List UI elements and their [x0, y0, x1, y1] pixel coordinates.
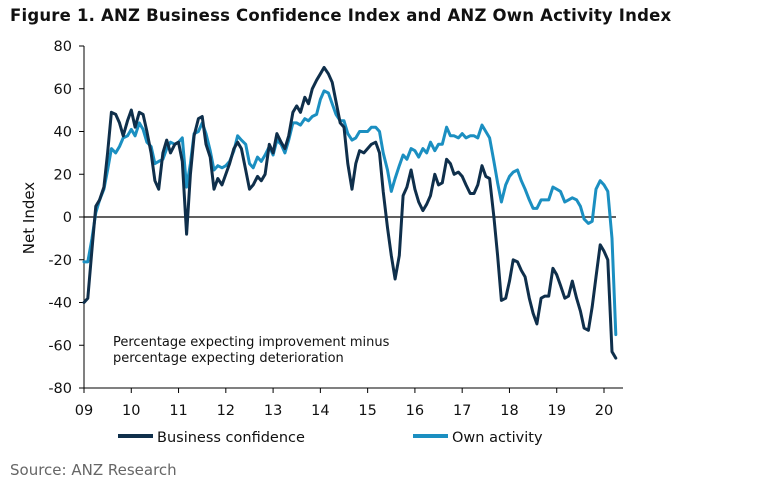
y-ticks: 80 60 40 20 0 -20 -40 -60 -80: [48, 39, 84, 397]
annotation-line-1: Percentage expecting improvement minus: [113, 335, 390, 350]
series-line-business-confidence: [82, 65, 618, 360]
x-tick-label: 20: [595, 403, 613, 419]
x-tick-label: 17: [453, 403, 471, 419]
y-tick-label: -20: [48, 253, 72, 269]
y-tick-label: -40: [48, 296, 72, 312]
plot-area: 80 60 40 20 0 -20 -40 -60 -80 09 10 11 12 13 14 15 16 17…: [48, 39, 623, 419]
x-tick-label: 15: [358, 403, 376, 419]
y-tick-label: 40: [54, 125, 72, 141]
source-note: Source: ANZ Research: [10, 461, 177, 479]
y-axis-title: Net Index: [20, 182, 38, 255]
y-tick-label: 20: [54, 167, 72, 183]
legend-label-own-activity: Own activity: [452, 430, 543, 446]
y-tick-label: 80: [54, 39, 72, 55]
y-tick-label: -80: [48, 381, 72, 397]
legend: Business confidence Own activity: [118, 430, 543, 446]
annotation-line-2: percentage expecting deterioration: [113, 351, 344, 366]
y-tick-label: -60: [48, 338, 72, 354]
x-tick-label: 14: [311, 403, 329, 419]
series-line-own-activity: [82, 89, 618, 337]
chart-title: Figure 1. ANZ Business Confidence Index …: [10, 6, 672, 25]
legend-label-business-confidence: Business confidence: [157, 430, 305, 446]
x-tick-label: 12: [217, 403, 235, 419]
y-tick-label: 60: [54, 82, 72, 98]
y-tick-label: 0: [63, 210, 72, 226]
x-tick-label: 16: [406, 403, 424, 419]
x-tick-label: 09: [75, 403, 93, 419]
x-tick-label: 18: [500, 403, 518, 419]
x-tick-label: 13: [264, 403, 282, 419]
series-lines: [82, 65, 618, 360]
x-tick-label: 19: [548, 403, 566, 419]
x-tick-label: 11: [169, 403, 187, 419]
x-ticks: 09 10 11 12 13 14 15 16 17 18 19 20: [75, 388, 613, 419]
x-tick-label: 10: [122, 403, 140, 419]
